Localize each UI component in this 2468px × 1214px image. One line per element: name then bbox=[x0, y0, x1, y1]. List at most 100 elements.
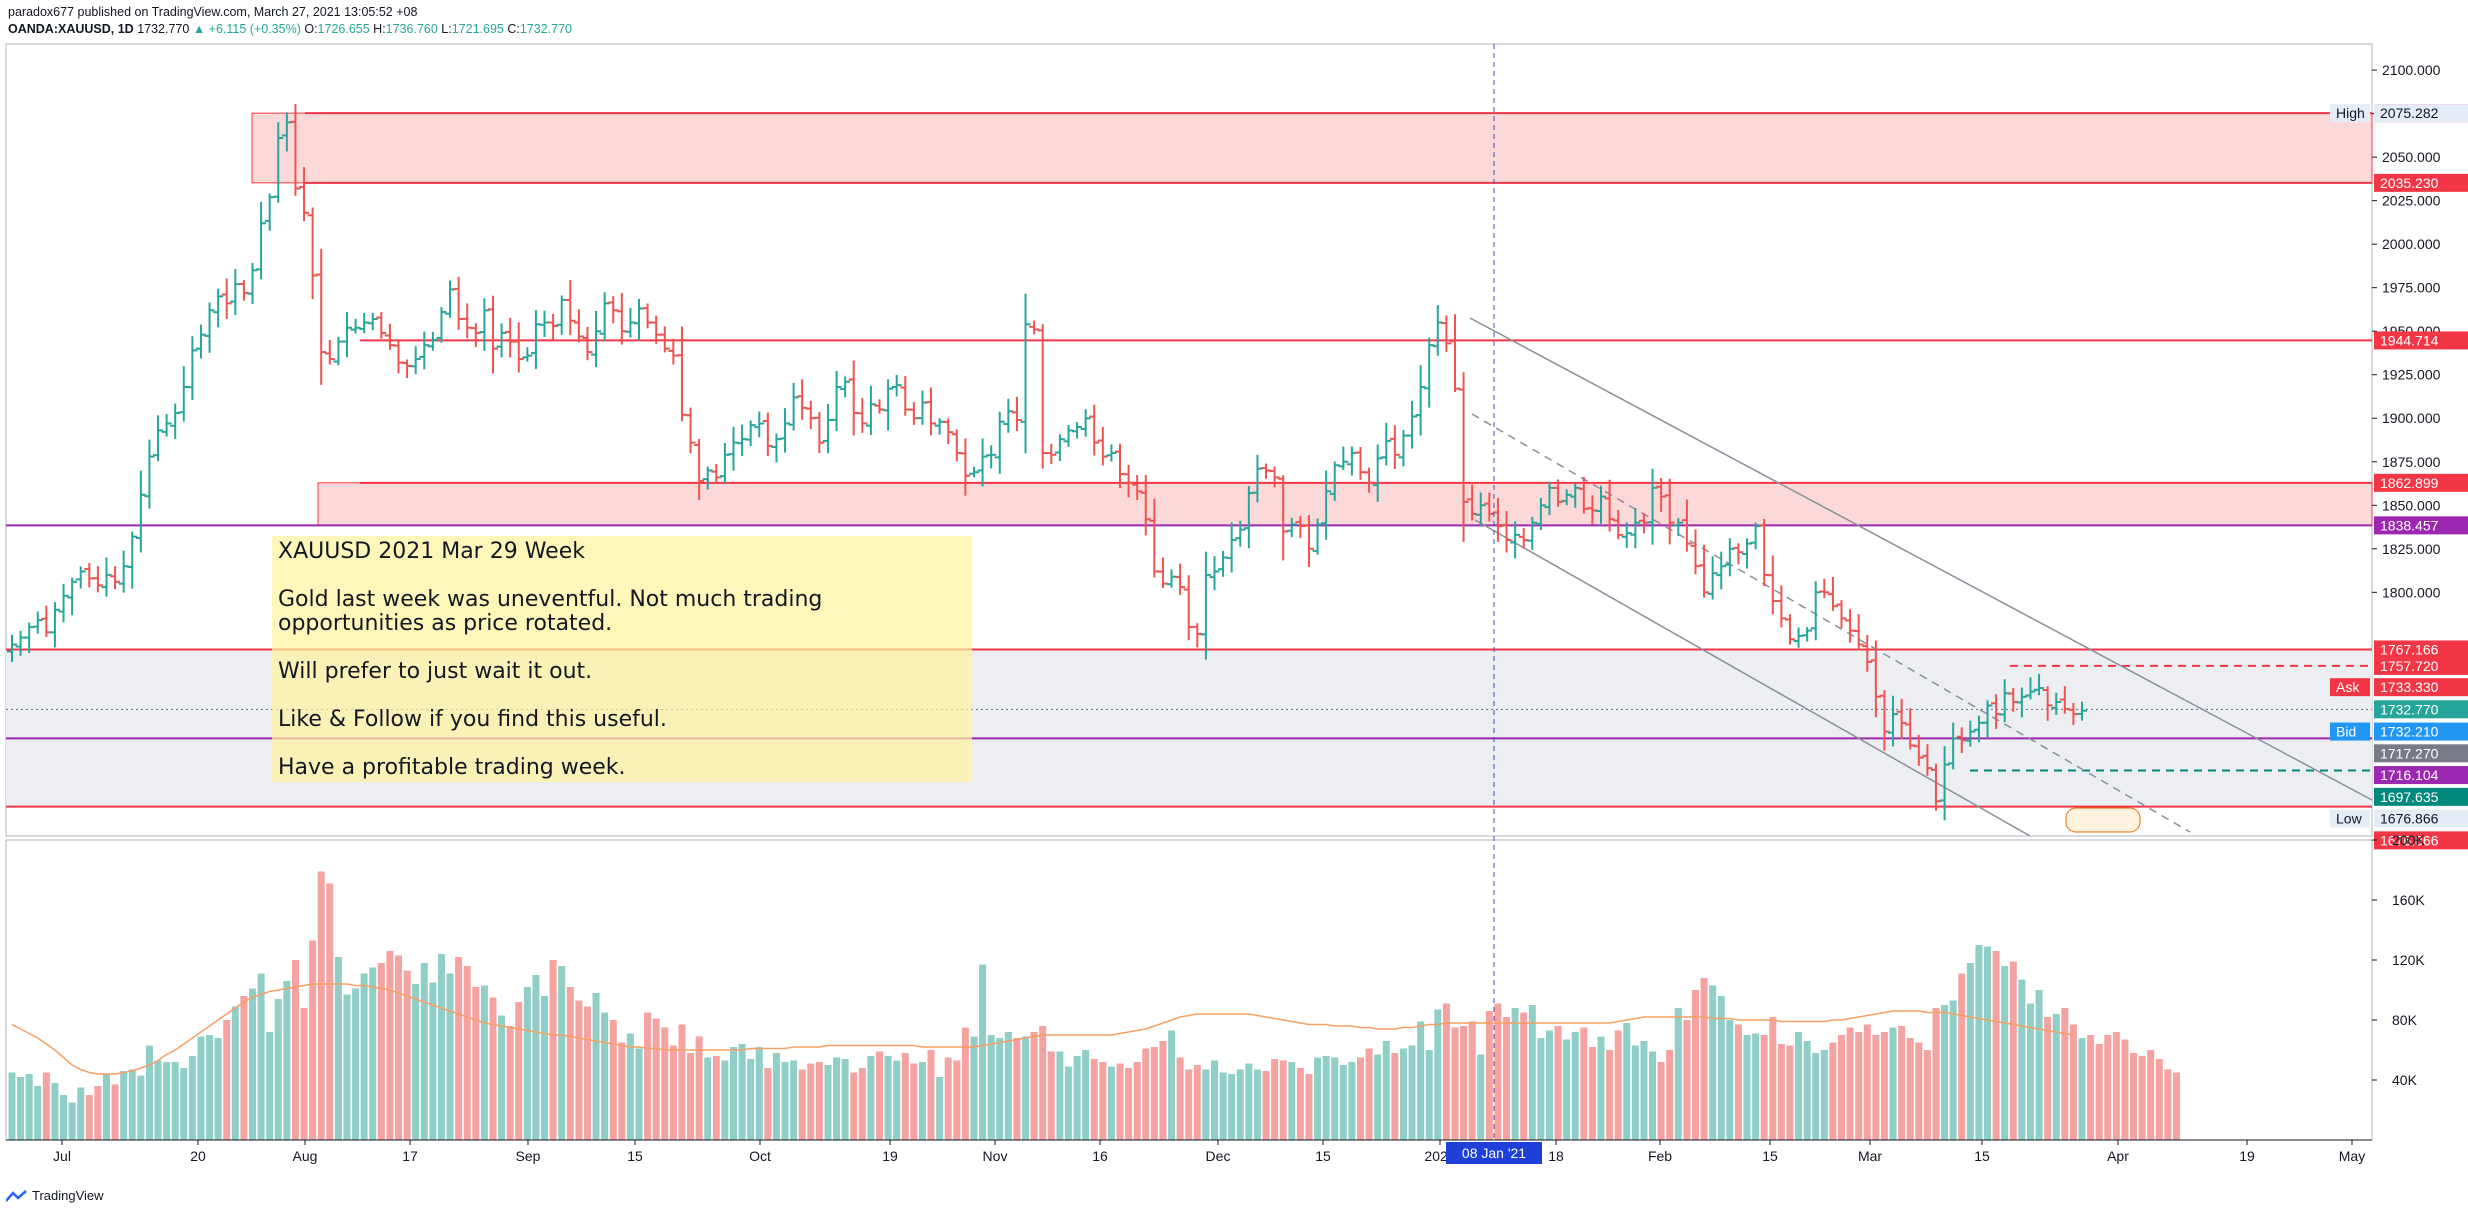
ohlc-bar bbox=[1913, 734, 1924, 766]
price-level-tag: 1944.714 bbox=[2374, 331, 2468, 350]
channel-upper-line bbox=[1469, 317, 2373, 801]
volume-bar bbox=[1150, 1047, 1158, 1140]
volume-bar bbox=[1932, 1008, 1940, 1140]
volume-bar bbox=[1537, 1038, 1545, 1140]
volume-bar bbox=[1941, 1005, 1949, 1140]
volume-bar bbox=[1107, 1066, 1115, 1140]
volume-bar bbox=[1872, 1035, 1880, 1140]
price-level-label: 1717.270 bbox=[2380, 745, 2439, 761]
volume-bar bbox=[635, 1048, 643, 1140]
time-tick-label: 19 bbox=[2239, 1148, 2255, 1164]
volume-ma-line bbox=[11, 983, 2074, 1075]
volume-bar bbox=[1820, 1050, 1828, 1140]
ohlc-bar bbox=[754, 411, 765, 438]
volume-tick-label: 40K bbox=[2392, 1072, 2418, 1088]
time-tick-label: 15 bbox=[1762, 1148, 1778, 1164]
volume-bar bbox=[532, 975, 540, 1140]
time-tick-label: 19 bbox=[882, 1148, 898, 1164]
volume-bar bbox=[2147, 1050, 2155, 1140]
volume-bar bbox=[1460, 1026, 1468, 1140]
ohlc-bar bbox=[1389, 425, 1400, 470]
low-label: L: bbox=[441, 22, 452, 36]
ohlc-bar bbox=[711, 463, 722, 484]
price-tick-label: 1800.000 bbox=[2382, 584, 2441, 600]
low-value: 1721.695 bbox=[451, 22, 504, 36]
price-level-label: 1862.899 bbox=[2380, 475, 2439, 491]
price-level-name: Low bbox=[2336, 811, 2363, 827]
volume-bar bbox=[206, 1035, 214, 1140]
ohlc-bar bbox=[1020, 293, 1031, 454]
volume-bar bbox=[626, 1033, 634, 1140]
volume-bar bbox=[1545, 1030, 1553, 1140]
price-level-tag: 2035.230 bbox=[2374, 173, 2468, 192]
publisher-line: paradox677 published on TradingView.com,… bbox=[8, 5, 418, 19]
volume-bar bbox=[1674, 1008, 1682, 1140]
volume-bar bbox=[1022, 1036, 1030, 1140]
volume-bar bbox=[1004, 1032, 1012, 1140]
ohlc-bar bbox=[1827, 576, 1838, 611]
price-level-tag: 2075.282 High bbox=[2330, 104, 2468, 123]
price-level-tag: 1862.899 bbox=[2374, 473, 2468, 492]
ohlc-bar bbox=[831, 371, 842, 432]
volume-bar bbox=[858, 1068, 866, 1140]
volume-bar bbox=[1683, 1020, 1691, 1140]
volume-bar bbox=[42, 1072, 50, 1140]
channel-lower-line bbox=[1474, 519, 2031, 837]
volume-bar bbox=[1846, 1027, 1854, 1140]
volume-bar bbox=[231, 1006, 239, 1140]
volume-bar bbox=[8, 1072, 16, 1140]
volume-bar bbox=[274, 999, 282, 1140]
ohlc-bar bbox=[2042, 686, 2053, 721]
symbol[interactable]: OANDA:XAUUSD, 1D bbox=[8, 22, 134, 36]
volume-bar bbox=[1915, 1042, 1923, 1140]
symbol-line: OANDA:XAUUSD, 1D 1732.770 ▲ +6.115 (+0.3… bbox=[8, 21, 572, 38]
volume-bar bbox=[1829, 1042, 1837, 1140]
analysis-note[interactable]: XAUUSD 2021 Mar 29 Week Gold last week w… bbox=[272, 536, 972, 782]
time-tick-label: 17 bbox=[402, 1148, 418, 1164]
open-value: 1726.655 bbox=[317, 22, 370, 36]
ohlc-bar bbox=[513, 322, 524, 373]
note-line: Like & Follow if you find this useful. bbox=[278, 707, 667, 732]
volume-bar bbox=[1606, 1050, 1614, 1140]
volume-bar bbox=[1288, 1062, 1296, 1140]
ohlc-bar bbox=[1458, 372, 1469, 542]
time-tick-label: Aug bbox=[293, 1148, 318, 1164]
volume-bar bbox=[1133, 1062, 1141, 1140]
volume-bar bbox=[1142, 1048, 1150, 1140]
volume-bar bbox=[1202, 1069, 1210, 1140]
last-price: 1732.770 bbox=[137, 22, 190, 36]
high-label: H: bbox=[373, 22, 386, 36]
volume-bar bbox=[120, 1071, 128, 1140]
time-tick-label: Feb bbox=[1648, 1148, 1672, 1164]
volume-bar bbox=[1966, 963, 1974, 1140]
volume-bar bbox=[1597, 1036, 1605, 1140]
ohlc-bar bbox=[857, 398, 868, 433]
ohlc-bar bbox=[1853, 614, 1864, 651]
volume-bar bbox=[815, 1062, 823, 1140]
volume-bar bbox=[180, 1068, 188, 1140]
ohlc-bar bbox=[436, 307, 447, 343]
volume-bar bbox=[1666, 1050, 1674, 1140]
volume-bar bbox=[961, 1027, 969, 1140]
close-label: C: bbox=[507, 22, 520, 36]
note-title: XAUUSD 2021 Mar 29 Week bbox=[278, 539, 585, 564]
ohlc-bar bbox=[135, 470, 146, 553]
ohlc-bar bbox=[591, 310, 602, 368]
note-line: Gold last week was uneventful. Not much … bbox=[278, 587, 823, 636]
volume-bar bbox=[1898, 1026, 1906, 1140]
volume-bar bbox=[884, 1056, 892, 1140]
ohlc-bar bbox=[1372, 444, 1383, 502]
volume-bar bbox=[1193, 1065, 1201, 1140]
ohlc-bar bbox=[427, 331, 438, 351]
ohlc-bar bbox=[943, 418, 954, 445]
volume-bar bbox=[1296, 1068, 1304, 1140]
time-tick-label: 16 bbox=[1092, 1148, 1108, 1164]
volume-bar bbox=[687, 1053, 695, 1140]
footer-brand[interactable]: TradingView bbox=[6, 1188, 104, 1203]
price-level-tag: 1732.770 bbox=[2374, 700, 2468, 719]
volume-bar bbox=[1803, 1041, 1811, 1140]
price-tick-label: 1850.000 bbox=[2382, 497, 2441, 513]
volume-bar bbox=[1039, 1026, 1047, 1140]
volume-bar bbox=[901, 1053, 909, 1140]
